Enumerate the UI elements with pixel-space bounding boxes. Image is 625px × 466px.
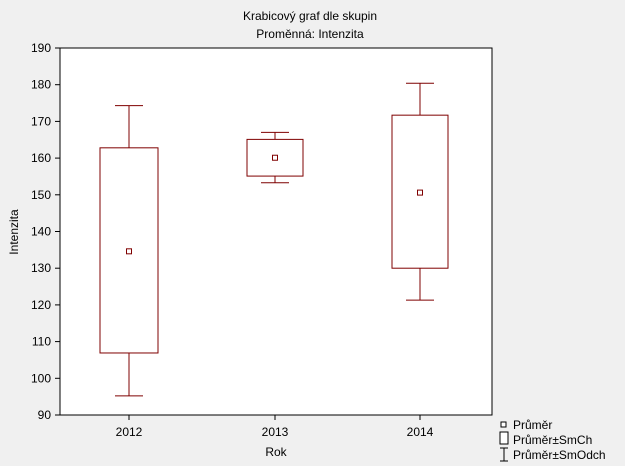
legend-label-mean: Průměr	[513, 418, 552, 432]
x-tick-label: 2012	[116, 425, 143, 439]
group-2012	[99, 105, 159, 397]
y-tick-label: 100	[31, 371, 51, 385]
chart-title: Krabicový graf dle skupin	[243, 9, 377, 23]
se-box	[246, 138, 304, 177]
y-tick-label: 190	[31, 41, 51, 55]
data-groups	[99, 82, 449, 397]
legend-box-swatch	[499, 431, 509, 445]
legend-label-sd-whisker: Průměr±SmOdch	[513, 448, 606, 462]
x-axis: 2012 2013 2014	[116, 415, 434, 439]
legend-mean-marker	[500, 421, 507, 428]
chart-subtitle: Proměnná: Intenzita	[256, 27, 364, 41]
legend-label-se-box: Průměr±SmCh	[513, 433, 592, 447]
y-axis-title: Intenzita	[7, 209, 21, 255]
mean-marker	[417, 189, 423, 196]
mean-marker	[126, 248, 132, 255]
plot-area	[59, 47, 493, 416]
x-tick-label: 2014	[407, 425, 434, 439]
y-tick-label: 90	[38, 408, 52, 422]
mean-marker	[272, 154, 278, 161]
se-box	[99, 147, 159, 354]
y-tick-label: 150	[31, 188, 51, 202]
y-tick-label: 110	[32, 335, 51, 349]
x-tick-label: 2013	[262, 425, 289, 439]
y-tick-label: 170	[31, 114, 51, 128]
se-box	[391, 114, 449, 269]
y-tick-label: 130	[31, 261, 51, 275]
y-tick-label: 120	[31, 298, 51, 312]
y-axis: 90 100 110 120 130 140 150 160 170 180 190	[31, 41, 60, 422]
x-axis-title: Rok	[265, 445, 287, 459]
group-2014	[391, 82, 449, 301]
y-tick-label: 140	[31, 225, 51, 239]
y-tick-label: 180	[31, 78, 51, 92]
group-2013	[246, 131, 304, 184]
y-tick-label: 160	[31, 151, 51, 165]
